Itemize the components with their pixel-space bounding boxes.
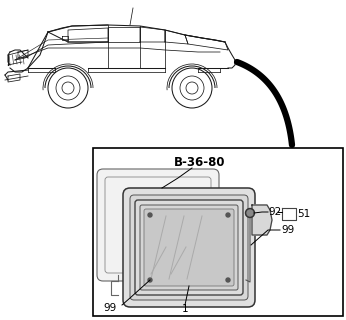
FancyBboxPatch shape — [130, 195, 248, 300]
Text: 1: 1 — [182, 304, 188, 314]
FancyBboxPatch shape — [123, 188, 255, 307]
Circle shape — [226, 213, 230, 217]
Text: 99: 99 — [103, 303, 117, 313]
FancyBboxPatch shape — [144, 209, 234, 286]
Circle shape — [226, 278, 230, 282]
Text: B-36-80: B-36-80 — [174, 156, 226, 169]
FancyBboxPatch shape — [140, 205, 238, 290]
FancyBboxPatch shape — [135, 200, 243, 295]
Circle shape — [246, 209, 255, 218]
Circle shape — [247, 210, 253, 216]
FancyBboxPatch shape — [97, 169, 219, 281]
Polygon shape — [252, 205, 272, 235]
Text: 92: 92 — [268, 207, 281, 217]
Circle shape — [148, 278, 152, 282]
Circle shape — [148, 213, 152, 217]
Text: 51: 51 — [297, 209, 310, 219]
Bar — [93, 148, 343, 316]
Text: 99: 99 — [281, 225, 294, 235]
